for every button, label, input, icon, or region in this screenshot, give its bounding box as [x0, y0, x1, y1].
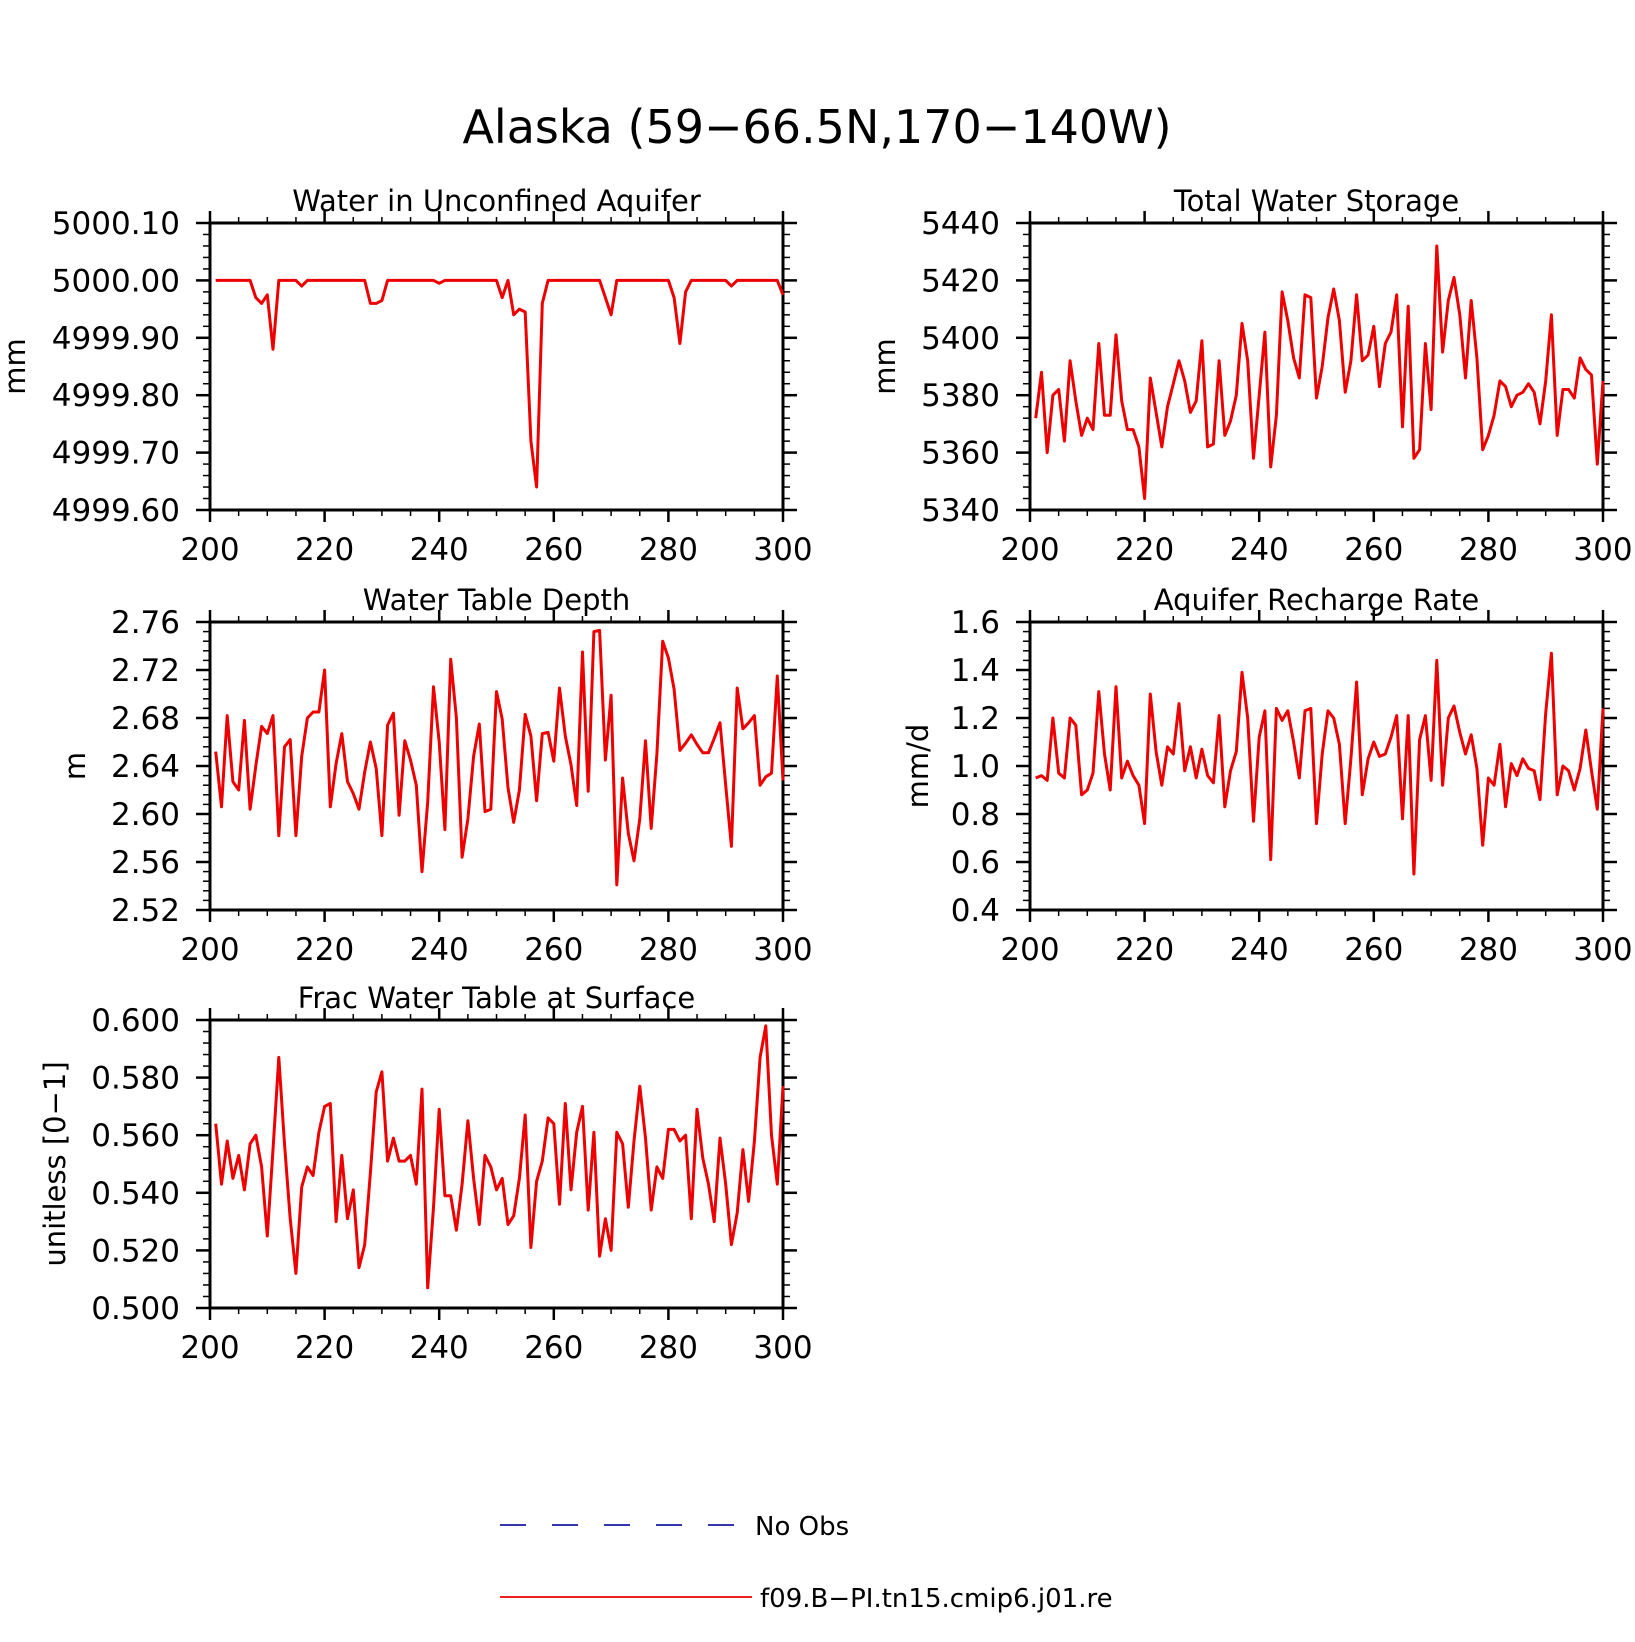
panel-title: Frac Water Table at Surface [298, 981, 695, 1015]
y-tick-label: 0.500 [91, 1291, 180, 1327]
x-tick-label: 220 [295, 1330, 354, 1366]
x-tick-label: 200 [1000, 532, 1059, 568]
y-tick-label: 2.72 [111, 653, 180, 689]
y-tick-label: 4999.70 [52, 436, 180, 472]
y-axis-label: m [58, 752, 92, 780]
y-tick-label: 0.4 [951, 893, 1000, 929]
x-tick-label: 240 [410, 932, 469, 968]
y-tick-label: 1.0 [951, 749, 1000, 785]
y-tick-label: 0.580 [91, 1061, 180, 1097]
plot-frame [1028, 221, 1605, 512]
x-tick-label: 300 [1573, 532, 1632, 568]
y-tick-label: 2.60 [111, 797, 180, 833]
panel-title: Total Water Storage [1173, 184, 1459, 218]
panel-4: Aquifer Recharge Rate mm/d 200 220 240 260 280… [901, 583, 1633, 968]
y-tick-label: 4999.90 [52, 321, 180, 357]
panel-5: Frac Water Table at Surface unitless [0−1… [38, 981, 813, 1366]
x-tick-label: 220 [1115, 932, 1174, 968]
legend-obs-label: No Obs [755, 1512, 849, 1542]
x-tick-label: 200 [1000, 932, 1059, 968]
x-tick-label: 240 [410, 532, 469, 568]
main-title: Alaska (59−66.5N,170−140W) [462, 100, 1171, 154]
y-tick-label: 4999.80 [52, 378, 180, 414]
x-tick-label: 280 [1459, 532, 1518, 568]
y-tick-label: 1.2 [951, 701, 1000, 737]
y-tick-label: 5420 [921, 263, 1000, 299]
y-tick-label: 4999.60 [52, 493, 180, 529]
x-tick-label: 200 [180, 1330, 239, 1366]
x-tick-label: 220 [295, 932, 354, 968]
x-tick-label: 280 [1459, 932, 1518, 968]
y-tick-label: 5380 [921, 378, 1000, 414]
panel-1: Water in Unconfined Aquifer mm 200 220 240 26… [0, 184, 813, 568]
y-tick-label: 1.4 [951, 653, 1000, 689]
plot-frame [208, 620, 785, 912]
x-tick-label: 260 [524, 532, 583, 568]
y-tick-label: 0.520 [91, 1233, 180, 1269]
y-tick-label: 2.64 [111, 749, 180, 785]
legend-model-label: f09.B−PI.tn15.cmip6.j01.re [760, 1584, 1113, 1614]
y-tick-label: 1.6 [951, 605, 1000, 641]
y-tick-label: 0.6 [951, 845, 1000, 881]
x-tick-label: 240 [1230, 532, 1289, 568]
x-tick-label: 260 [524, 932, 583, 968]
panel-3: Water Table Depth m 200 220 240 260 280 300 2.52… [58, 583, 813, 968]
legend: No Obs f09.B−PI.tn15.cmip6.j01.re [500, 1512, 1113, 1614]
y-axis-label: unitless [0−1] [38, 1061, 72, 1266]
x-tick-label: 300 [753, 1330, 812, 1366]
x-tick-label: 300 [1573, 932, 1632, 968]
plot-frame [1028, 620, 1605, 912]
x-tick-label: 240 [1230, 932, 1289, 968]
y-tick-label: 0.8 [951, 797, 1000, 833]
y-tick-label: 5440 [921, 206, 1000, 242]
y-tick-label: 0.600 [91, 1003, 180, 1039]
y-tick-label: 5000.00 [52, 263, 180, 299]
x-tick-label: 280 [639, 532, 698, 568]
x-tick-label: 220 [1115, 532, 1174, 568]
plot-frame [208, 221, 785, 512]
x-tick-label: 200 [180, 932, 239, 968]
y-tick-label: 5340 [921, 493, 1000, 529]
x-tick-label: 280 [639, 1330, 698, 1366]
y-tick-label: 5360 [921, 436, 1000, 472]
x-tick-label: 260 [1344, 932, 1403, 968]
y-tick-label: 0.540 [91, 1176, 180, 1212]
y-tick-label: 2.52 [111, 893, 180, 929]
y-tick-label: 2.68 [111, 701, 180, 737]
x-tick-label: 260 [524, 1330, 583, 1366]
y-tick-label: 2.56 [111, 845, 180, 881]
series-line [215, 278, 785, 489]
panel-title: Aquifer Recharge Rate [1154, 583, 1480, 617]
x-tick-label: 300 [753, 932, 812, 968]
plots-group: Water in Unconfined Aquifer mm 200 220 240 26… [0, 184, 1633, 1366]
x-tick-label: 260 [1344, 532, 1403, 568]
panel-2: Total Water Storage mm 200 220 240 260 280 300 5… [868, 184, 1633, 568]
y-axis-label: mm [0, 338, 32, 395]
y-tick-label: 2.76 [111, 605, 180, 641]
y-axis-label: mm [868, 338, 902, 395]
panel-title: Water in Unconfined Aquifer [292, 184, 701, 218]
series-line [1035, 651, 1605, 876]
x-tick-label: 200 [180, 532, 239, 568]
x-tick-label: 220 [295, 532, 354, 568]
series-line [1034, 244, 1605, 500]
y-tick-label: 5400 [921, 321, 1000, 357]
y-tick-label: 0.560 [91, 1118, 180, 1154]
x-tick-label: 300 [753, 532, 812, 568]
series-line [214, 1024, 785, 1290]
x-tick-label: 240 [410, 1330, 469, 1366]
panel-title: Water Table Depth [363, 583, 631, 617]
y-axis-label: mm/d [901, 724, 935, 809]
x-tick-label: 280 [639, 932, 698, 968]
series-line [214, 628, 785, 887]
y-tick-label: 5000.10 [52, 206, 180, 242]
